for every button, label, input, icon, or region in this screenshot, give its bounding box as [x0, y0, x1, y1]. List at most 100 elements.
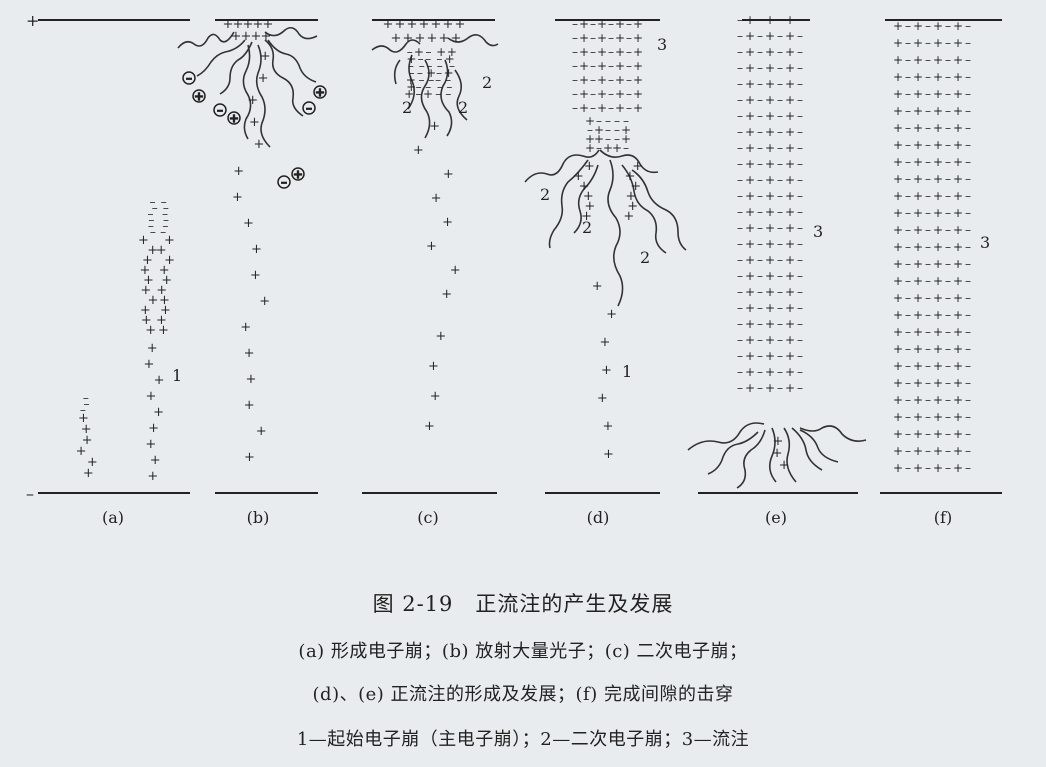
- negative-charge: –: [965, 274, 971, 288]
- positive-charge: +: [612, 141, 622, 155]
- positive-charge: +: [573, 169, 584, 184]
- negative-charge: –: [965, 206, 971, 220]
- negative-charge: –: [905, 308, 911, 322]
- negative-charge: –: [945, 274, 951, 288]
- positive-charge: +: [913, 308, 923, 322]
- positive-charge: +: [160, 303, 171, 318]
- positive-charge: +: [250, 268, 261, 283]
- positive-charge: +: [243, 17, 254, 32]
- negative-charge: –: [797, 61, 803, 75]
- negative-charge: –: [777, 77, 783, 91]
- positive-charge: +: [414, 45, 424, 59]
- positive-charge: +: [893, 274, 903, 288]
- negative-charge: –: [905, 19, 911, 33]
- positive-charge: +: [785, 13, 795, 27]
- positive-charge: +: [150, 453, 161, 468]
- positive-charge: +: [765, 333, 775, 347]
- negative-charge: –: [965, 53, 971, 67]
- positive-charge: +: [913, 291, 923, 305]
- positive-charge: +: [83, 466, 94, 481]
- negative-ion-icon: –: [213, 103, 227, 118]
- negative-charge: –: [608, 59, 614, 73]
- negative-charge: –: [797, 141, 803, 155]
- positive-charge: +: [953, 70, 963, 84]
- negative-charge: –: [945, 393, 951, 407]
- positive-charge: +: [78, 411, 89, 426]
- negative-charge: –: [418, 52, 424, 66]
- positive-charge: +: [407, 17, 418, 32]
- positive-charge: +: [785, 317, 795, 331]
- positive-charge: +: [893, 172, 903, 186]
- positive-charge: +: [893, 87, 903, 101]
- negative-charge: –: [608, 31, 614, 45]
- negative-charge: –: [945, 70, 951, 84]
- positive-charge: +: [584, 199, 595, 214]
- positive-charge: +: [913, 393, 923, 407]
- positive-charge: +: [594, 123, 604, 137]
- negative-charge: –: [797, 237, 803, 251]
- negative-charge: –: [925, 257, 931, 271]
- positive-charge: +: [785, 365, 795, 379]
- charge-markers: –––++++++– –– –– –– –– –– –+ ++++ ++ ++ ++ ++ ++ ++ ++…: [76, 13, 971, 484]
- positive-charge: +: [745, 45, 755, 59]
- annotation-d-4: 2: [640, 248, 650, 267]
- positive-charge: +: [601, 363, 612, 378]
- negative-charge: –: [436, 66, 442, 80]
- negative-charge: –: [590, 17, 596, 31]
- negative-charge: –: [148, 207, 154, 221]
- positive-charge: +: [933, 393, 943, 407]
- negative-charge: –: [614, 114, 620, 128]
- negative-charge: –: [925, 359, 931, 373]
- svg-text:–: –: [217, 104, 223, 117]
- negative-charge: –: [608, 87, 614, 101]
- positive-charge: +: [953, 359, 963, 373]
- positive-charge: +: [147, 293, 158, 308]
- negative-charge: –: [163, 213, 169, 227]
- negative-ion-icon: –: [302, 101, 316, 116]
- positive-charge: +: [785, 205, 795, 219]
- annotation-d-3: 2: [582, 218, 592, 237]
- positive-charge: +: [745, 381, 755, 395]
- positive-charge: +: [158, 323, 169, 338]
- positive-charge: +: [156, 243, 167, 258]
- positive-charge: +: [153, 405, 164, 420]
- svg-text:+: +: [293, 168, 302, 181]
- positive-charge: +: [260, 49, 271, 64]
- positive-charge: +: [953, 104, 963, 118]
- negative-charge: –: [757, 205, 763, 219]
- positive-charge: +: [745, 317, 755, 331]
- positive-charge: +: [451, 31, 462, 46]
- annotation-a-1: 1: [172, 366, 182, 385]
- negative-charge: –: [797, 205, 803, 219]
- negative-charge: –: [590, 45, 596, 59]
- negative-charge: –: [945, 410, 951, 424]
- positive-charge: +: [413, 143, 424, 158]
- positive-charge: +: [953, 274, 963, 288]
- negative-charge: –: [437, 59, 443, 73]
- positive-charge: +: [143, 273, 154, 288]
- positive-charge: +: [579, 179, 590, 194]
- negative-charge: –: [436, 52, 442, 66]
- positive-charge: +: [785, 285, 795, 299]
- negative-charge: –: [797, 173, 803, 187]
- negative-charge: –: [757, 125, 763, 139]
- positive-charge: +: [785, 29, 795, 43]
- positive-charge: +: [765, 45, 775, 59]
- negative-charge: –: [925, 461, 931, 475]
- negative-charge: –: [572, 45, 578, 59]
- negative-charge: –: [777, 269, 783, 283]
- negative-charge: –: [945, 427, 951, 441]
- negative-charge: –: [925, 189, 931, 203]
- negative-charge: –: [605, 123, 611, 137]
- positive-charge: +: [933, 104, 943, 118]
- negative-charge: –: [777, 141, 783, 155]
- positive-charge: +: [913, 121, 923, 135]
- positive-charge: +: [765, 77, 775, 91]
- positive-charge: +: [893, 427, 903, 441]
- negative-charge: –: [757, 13, 763, 27]
- positive-charge: +: [404, 87, 414, 101]
- positive-charge: +: [427, 31, 438, 46]
- negative-charge: –: [945, 461, 951, 475]
- negative-charge: –: [445, 87, 451, 101]
- negative-charge: –: [905, 274, 911, 288]
